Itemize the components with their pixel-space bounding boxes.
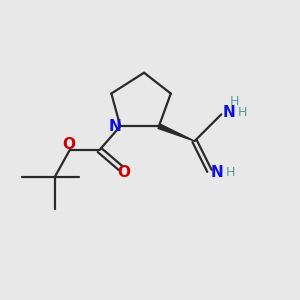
Polygon shape [158, 124, 195, 141]
Text: N: N [109, 119, 122, 134]
Text: O: O [63, 137, 76, 152]
Text: O: O [118, 165, 130, 180]
Text: H: H [230, 95, 239, 108]
Text: H: H [238, 106, 247, 119]
Text: H: H [226, 166, 235, 179]
Text: N: N [210, 165, 223, 180]
Text: N: N [222, 105, 235, 120]
